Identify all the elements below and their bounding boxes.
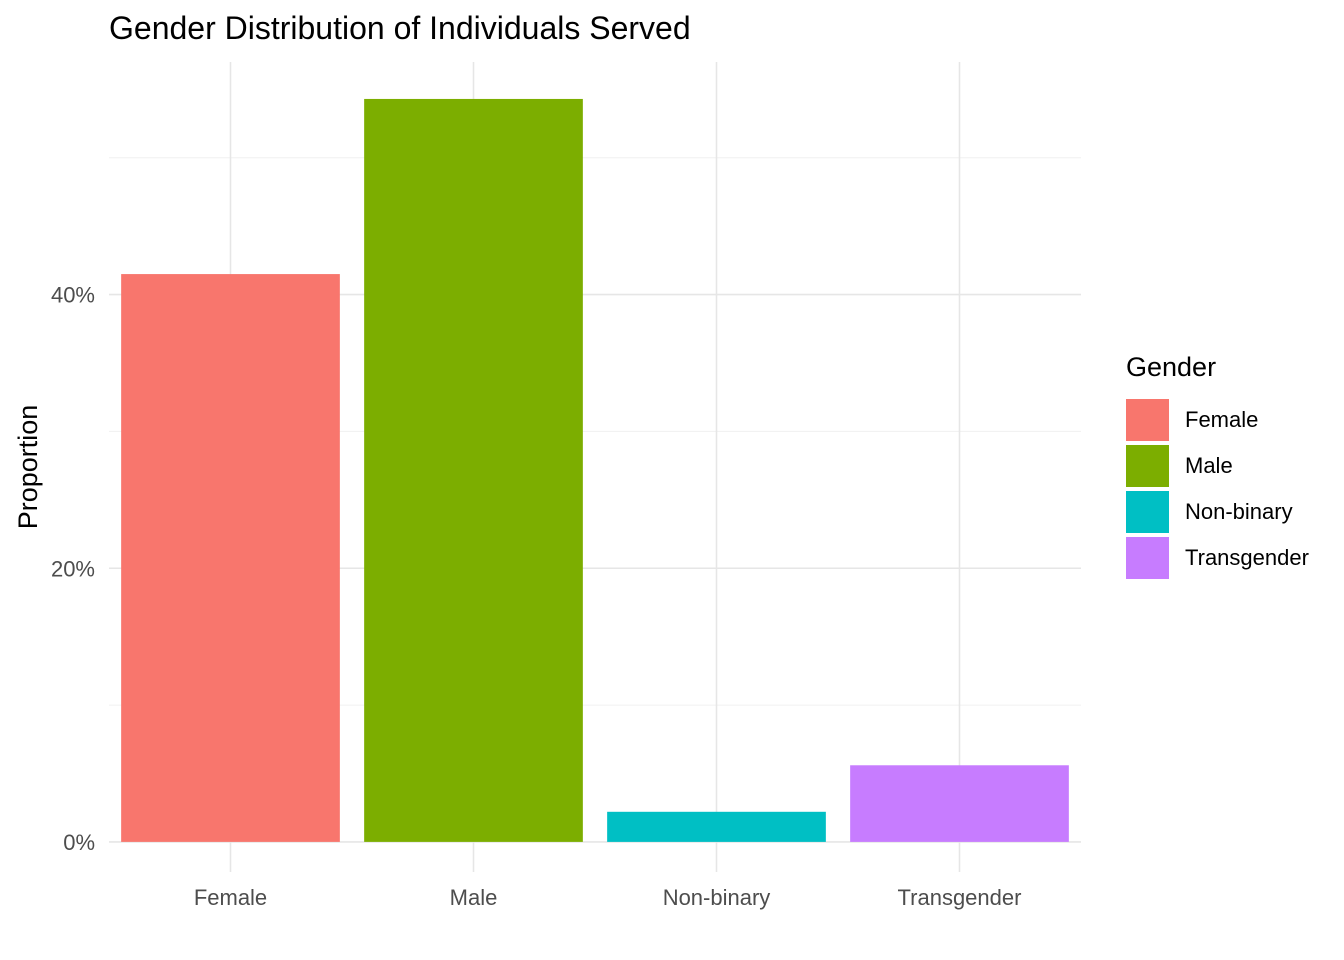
x-tick-label: Female bbox=[194, 885, 267, 910]
legend-label: Male bbox=[1185, 453, 1233, 478]
legend-item: Transgender bbox=[1126, 535, 1309, 581]
legend-label: Non-binary bbox=[1185, 499, 1293, 524]
x-tick-label: Male bbox=[450, 885, 498, 910]
chart-title: Gender Distribution of Individuals Serve… bbox=[109, 10, 691, 46]
legend-item: Male bbox=[1126, 443, 1309, 489]
legend-swatch bbox=[1126, 491, 1169, 533]
x-tick-label: Transgender bbox=[898, 885, 1022, 910]
legend-item: Non-binary bbox=[1126, 489, 1309, 535]
y-tick-label: 40% bbox=[51, 283, 95, 308]
axes: 0% 20% 40% Female Male Non-binary Transgender P… bbox=[13, 283, 1021, 910]
legend: Gender Female Male Non-binary Transgender bbox=[1126, 352, 1309, 581]
legend-label: Female bbox=[1185, 407, 1259, 432]
legend-swatch bbox=[1126, 537, 1169, 579]
bar-female bbox=[121, 274, 340, 842]
legend-label: Transgender bbox=[1185, 545, 1309, 570]
x-tick-label: Non-binary bbox=[663, 885, 771, 910]
y-axis-label: Proportion bbox=[13, 405, 43, 530]
legend-swatch bbox=[1126, 445, 1169, 487]
legend-item: Female bbox=[1126, 397, 1309, 443]
bar-male bbox=[364, 98, 583, 842]
legend-swatch bbox=[1126, 399, 1169, 441]
bar-transgender bbox=[850, 765, 1069, 842]
bar-non-binary bbox=[607, 811, 826, 842]
y-tick-label: 20% bbox=[51, 556, 95, 581]
y-tick-label: 0% bbox=[63, 830, 95, 855]
legend-title: Gender bbox=[1126, 352, 1217, 382]
bars bbox=[121, 98, 1069, 842]
legend-items: Female Male Non-binary Transgender bbox=[1126, 397, 1309, 581]
